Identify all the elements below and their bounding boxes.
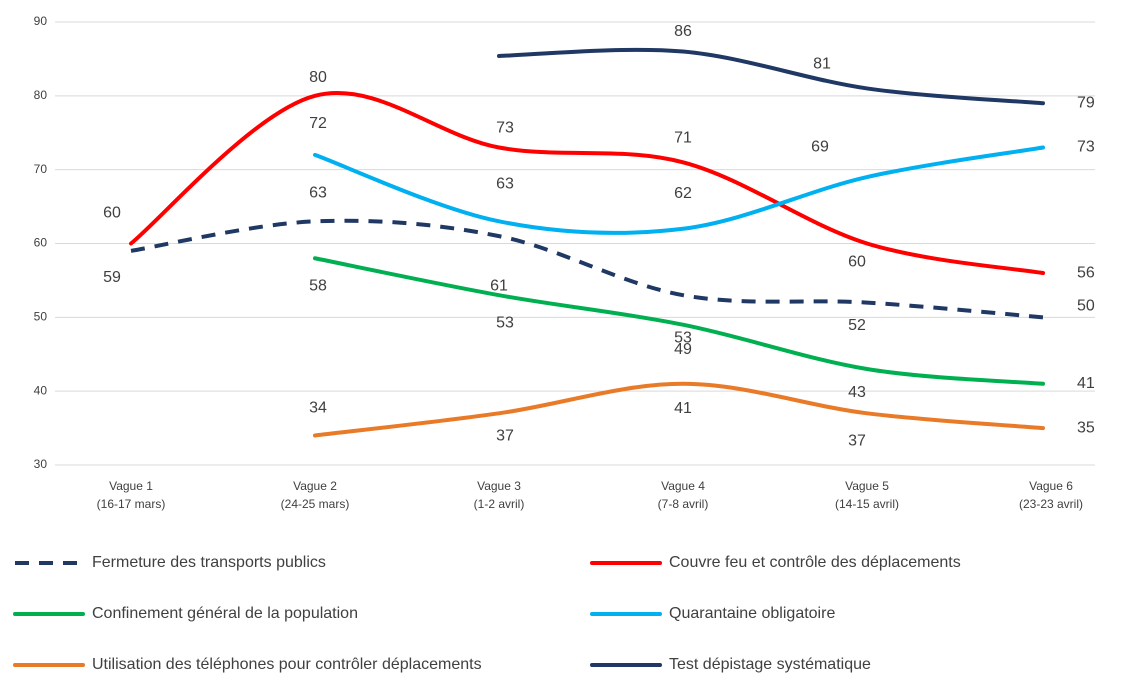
data-label: 69 [811, 138, 829, 155]
data-label: 72 [309, 115, 327, 132]
data-label: 53 [674, 329, 692, 346]
data-label: 73 [1077, 139, 1095, 156]
series-line [313, 381, 1045, 438]
data-label: 34 [309, 400, 327, 417]
legend-label: Fermeture des transports publics [92, 554, 326, 571]
y-tick-label: 50 [34, 310, 48, 324]
data-label: 58 [309, 277, 327, 294]
data-label: 63 [496, 176, 514, 193]
data-label: 37 [496, 428, 514, 445]
data-label: 35 [1077, 419, 1095, 436]
data-label: 43 [848, 384, 866, 401]
x-tick-label: Vague 6 [1029, 479, 1073, 493]
data-label: 60 [103, 205, 121, 222]
legend-label: Quarantaine obligatoire [669, 605, 835, 622]
x-tick-label: (16-17 mars) [97, 497, 166, 511]
x-tick-label: (24-25 mars) [281, 497, 350, 511]
data-label: 63 [309, 185, 327, 202]
x-tick-label: Vague 3 [477, 479, 521, 493]
x-tick-label: (1-2 avril) [474, 497, 525, 511]
data-label: 61 [490, 277, 508, 294]
x-tick-label: (7-8 avril) [658, 497, 709, 511]
y-tick-label: 70 [34, 162, 48, 176]
legend-label: Couvre feu et contrôle des déplacements [669, 554, 961, 571]
data-label: 53 [496, 314, 514, 331]
data-label: 41 [1077, 375, 1095, 392]
data-label: 62 [674, 185, 692, 202]
series-line [497, 47, 1045, 106]
y-tick-label: 90 [34, 14, 48, 28]
data-label: 73 [496, 120, 514, 137]
data-label: 80 [309, 69, 327, 86]
data-label: 60 [848, 254, 866, 271]
series-line [130, 218, 1044, 320]
data-label: 86 [674, 23, 692, 40]
series-line [313, 256, 1045, 386]
legend-label: Utilisation des téléphones pour contrôle… [92, 656, 482, 673]
y-tick-label: 40 [34, 383, 48, 397]
data-label: 50 [1077, 298, 1095, 315]
series-line [129, 91, 1045, 276]
data-label: 49 [674, 341, 692, 358]
data-label: 81 [813, 56, 831, 73]
data-label: 79 [1077, 94, 1095, 111]
x-tick-label: (14-15 avril) [835, 497, 899, 511]
series-line [313, 145, 1045, 235]
y-tick-label: 80 [34, 88, 48, 102]
legend-label: Test dépistage systématique [669, 656, 871, 673]
y-tick-label: 30 [34, 457, 48, 471]
data-label: 37 [848, 433, 866, 450]
data-label: 59 [103, 269, 121, 286]
data-label: 52 [848, 317, 866, 334]
data-label: 71 [674, 130, 692, 147]
x-tick-label: Vague 1 [109, 479, 153, 493]
x-tick-label: Vague 5 [845, 479, 889, 493]
data-label: 41 [674, 400, 692, 417]
y-tick-label: 60 [34, 236, 48, 250]
legend-label: Confinement général de la population [92, 605, 358, 622]
x-tick-label: Vague 4 [661, 479, 705, 493]
x-tick-label: (23-23 avril) [1019, 497, 1083, 511]
x-tick-label: Vague 2 [293, 479, 337, 493]
data-label: 56 [1077, 264, 1095, 281]
